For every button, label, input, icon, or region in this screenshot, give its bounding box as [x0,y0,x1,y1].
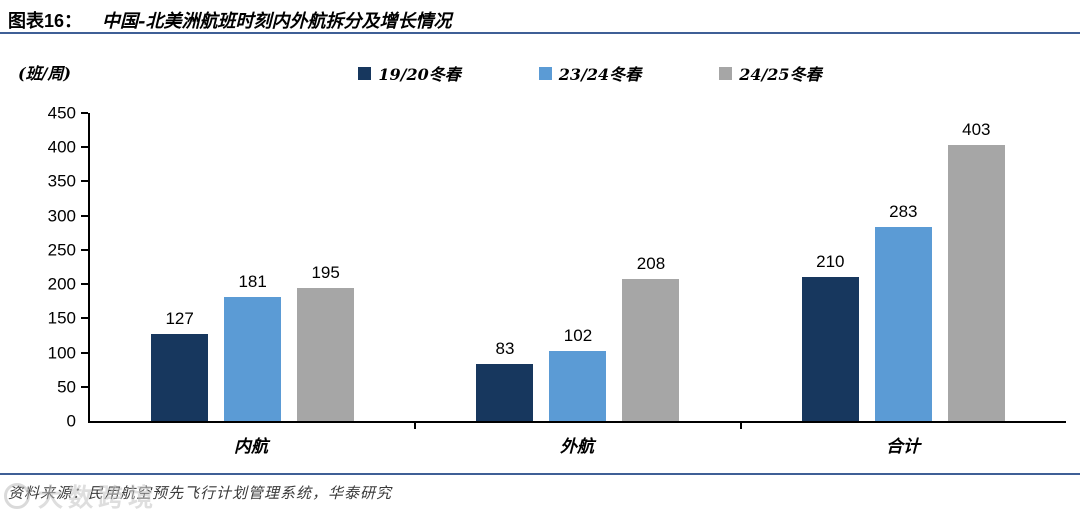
bar-value-label: 283 [889,202,918,222]
y-tick-mark [81,283,88,286]
y-axis-unit-label: (班/周) [18,64,71,83]
y-tick-label: 0 [66,411,76,431]
legend-swatch-icon [719,66,733,80]
legend-swatch-icon [358,66,372,80]
x-tick-mark [739,421,742,429]
y-tick-label: 450 [47,103,76,123]
bar: 102 [549,326,607,421]
bar-group-1: 127 181 195 [90,113,415,421]
category-label: 合计 [886,437,920,457]
chart-legend: 19/20冬春 23/24冬春 24/25冬春 [100,61,1080,85]
legend-label: 23/24冬春 [558,65,642,84]
y-tick-label: 150 [47,308,76,328]
y-tick-mark [81,214,88,217]
footer-divider [0,473,1080,475]
bar-groups: 127 181 195 83 102 208 210 283 403 [90,113,1066,421]
bar: 195 [297,263,355,421]
bar: 210 [801,252,859,421]
bar-value-label: 403 [962,120,991,140]
title-divider [0,32,1080,34]
y-tick-mark [81,385,88,388]
bar-value-label: 195 [311,262,340,282]
legend-label: 24/25冬春 [739,65,822,84]
bar: 127 [151,309,209,421]
y-tick-label: 250 [47,240,76,260]
y-tick-label: 50 [57,377,76,397]
y-tick-mark [81,351,88,354]
bar: 403 [947,120,1005,421]
page-title: 中国-北美洲航班时刻内外航拆分及增长情况 [102,11,452,32]
y-tick-label: 350 [47,171,76,191]
source-text: 资料来源：民用航空预先飞行计划管理系统，华泰研究 [8,484,393,502]
y-tick-label: 200 [47,274,76,294]
bar-value-label: 181 [238,272,267,292]
x-tick-mark [414,421,417,429]
category-label: 外航 [560,437,594,457]
y-tick-label: 300 [47,206,76,226]
bar-value-label: 102 [563,326,593,346]
legend-item: 19/20冬春 [358,61,461,85]
plot-area: 127 181 195 83 102 208 210 283 403 0 50 100 150 200 2… [48,105,1066,430]
legend-label: 19/20冬春 [378,65,461,84]
bar-value-label: 208 [636,253,666,273]
bar-group-3: 210 283 403 [741,113,1066,421]
legend-swatch-icon [538,66,552,80]
header: 图表16： 中国-北美洲航班时刻内外航拆分及增长情况 [0,0,1080,33]
bar-value-label: 210 [816,252,845,272]
bar-group-2: 83 102 208 [415,113,740,421]
y-tick-mark [81,317,88,320]
x-axis-category-labels: 内航 外航 合计 [88,432,1066,457]
y-tick-label: 100 [47,343,76,363]
y-tick-mark [81,180,88,183]
bar-value-label: 127 [165,309,194,329]
bar: 208 [622,254,680,421]
bar: 83 [476,339,534,421]
category-label: 内航 [234,437,268,457]
legend-item: 23/24冬春 [538,61,642,85]
chart-number-label: 图表16： [8,11,83,31]
bar: 181 [224,272,282,421]
y-tick-label: 400 [47,137,76,157]
bar-value-label: 83 [495,339,515,359]
bar: 283 [874,202,932,421]
y-tick-mark [81,248,88,251]
y-tick-mark [81,112,88,114]
legend-item: 24/25冬春 [719,61,822,85]
y-tick-mark [81,146,88,149]
